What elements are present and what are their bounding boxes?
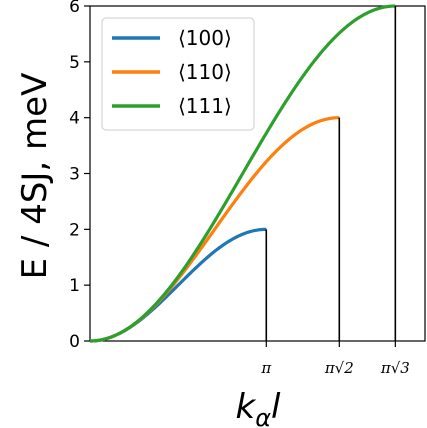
y-tick-label: 2 (69, 220, 80, 240)
x-axis-title: kαl (236, 387, 282, 428)
y-tick-label: 4 (69, 109, 80, 129)
legend-box (101, 17, 255, 131)
series-line-2 (89, 116, 340, 343)
series-layer (89, 4, 396, 343)
x-tick-label: π (260, 359, 272, 377)
y-tick-label: 5 (69, 53, 80, 73)
legend-label: ⟨111⟩ (178, 94, 232, 118)
series-line-1 (89, 227, 267, 343)
x-tick-label: π√3 (380, 359, 410, 377)
legend-label: ⟨100⟩ (178, 26, 232, 50)
dispersion-end-lines (265, 6, 397, 341)
x-tick-label: π√2 (324, 359, 354, 377)
y-axis-ticks: 0 1 2 3 4 5 6 (69, 0, 90, 352)
legend: ⟨100⟩ ⟨110⟩ ⟨111⟩ (101, 17, 255, 131)
y-axis-title: E / 4SJ, meV (15, 73, 55, 280)
y-tick-label: 3 (69, 165, 80, 185)
legend-label: ⟨110⟩ (178, 60, 232, 84)
x-axis-ticks: π π√2 π√3 (260, 341, 410, 377)
y-tick-label: 6 (69, 0, 80, 17)
y-tick-label: 0 (69, 332, 80, 352)
x-axis-title-tail: l (271, 387, 281, 427)
x-axis-title-subscript: α (255, 404, 271, 428)
y-tick-label: 1 (69, 276, 80, 296)
x-axis-title-main: k (236, 387, 257, 427)
series-line-3 (89, 4, 396, 343)
